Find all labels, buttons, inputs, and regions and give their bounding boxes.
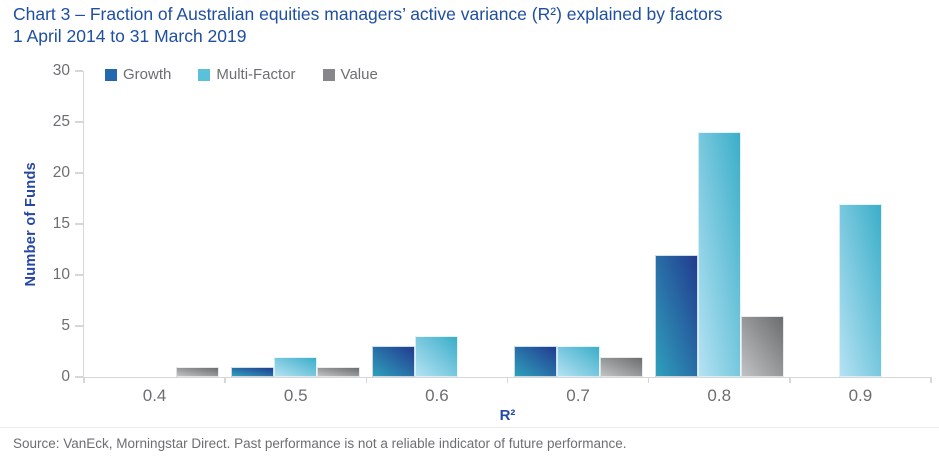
x-category-label-0.7: 0.7 bbox=[566, 386, 590, 405]
bar-value-0.8 bbox=[740, 315, 784, 377]
y-tick-label-10: 10 bbox=[52, 266, 70, 283]
legend-label-growth: Growth bbox=[123, 66, 172, 83]
x-category-label-0.8: 0.8 bbox=[707, 386, 732, 405]
y-tick-label-20: 20 bbox=[52, 164, 70, 181]
y-tick-label-5: 5 bbox=[61, 317, 70, 334]
x-tick-6 bbox=[930, 377, 932, 383]
x-axis-label: R² bbox=[499, 407, 516, 424]
bar-multi-factor-0.8 bbox=[697, 132, 741, 377]
y-tick-15 bbox=[74, 223, 83, 225]
bar-growth-0.8 bbox=[654, 254, 698, 377]
chart-title: Chart 3 – Fraction of Australian equitie… bbox=[13, 4, 722, 47]
y-tick-label-25: 25 bbox=[52, 113, 70, 130]
y-tick-20 bbox=[74, 172, 83, 174]
y-tick-0 bbox=[74, 376, 83, 378]
bar-multi-factor-0.5 bbox=[274, 356, 318, 377]
x-category-label-0.5: 0.5 bbox=[283, 386, 308, 405]
x-category-label-0.4: 0.4 bbox=[142, 386, 167, 405]
x-category-label-0.9: 0.9 bbox=[848, 386, 873, 405]
bar-multi-factor-0.9 bbox=[838, 203, 882, 377]
legend: Growth Multi-Factor Value bbox=[105, 66, 378, 83]
source-note: Source: VanEck, Morningstar Direct. Past… bbox=[13, 436, 627, 451]
y-tick-30 bbox=[74, 70, 83, 72]
chart-title-line2: 1 April 2014 to 31 March 2019 bbox=[13, 25, 247, 46]
bar-value-0.5 bbox=[317, 366, 361, 377]
y-tick-25 bbox=[74, 121, 83, 123]
legend-item-value: Value bbox=[322, 66, 378, 83]
legend-item-multi-factor: Multi-Factor bbox=[198, 66, 296, 83]
x-tick-4 bbox=[647, 377, 650, 383]
plot-area: R² 0 5 10 15 20 25 30 0.4 0.5 0.6 0.7 0.8 0.9 bbox=[53, 62, 932, 424]
y-tick-5 bbox=[74, 325, 83, 327]
bar-growth-0.5 bbox=[231, 366, 275, 377]
legend-swatch-value bbox=[322, 68, 335, 81]
y-tick-label-0: 0 bbox=[61, 368, 70, 385]
x-category-label-0.6: 0.6 bbox=[425, 386, 449, 405]
legend-label-value: Value bbox=[340, 66, 378, 83]
bar-multi-factor-0.6 bbox=[415, 336, 459, 377]
footer-divider bbox=[0, 427, 939, 428]
y-tick-label-30: 30 bbox=[52, 62, 70, 79]
y-tick-label-15: 15 bbox=[52, 215, 70, 232]
legend-item-growth: Growth bbox=[105, 66, 171, 83]
chart-title-line1: Chart 3 – Fraction of Australian equitie… bbox=[13, 4, 723, 24]
y-tick-10 bbox=[74, 274, 83, 276]
bar-value-0.7 bbox=[599, 356, 643, 377]
bar-value-0.4 bbox=[176, 366, 220, 377]
legend-label-multi-factor: Multi-Factor bbox=[216, 66, 296, 83]
x-tick-3 bbox=[506, 377, 509, 383]
bar-growth-0.6 bbox=[372, 346, 416, 377]
bar-growth-0.7 bbox=[513, 346, 557, 377]
legend-swatch-multi-factor bbox=[198, 68, 211, 81]
x-tick-0 bbox=[83, 377, 85, 383]
x-tick-1 bbox=[224, 377, 226, 383]
legend-swatch-growth bbox=[105, 68, 117, 81]
bar-multi-factor-0.7 bbox=[556, 346, 600, 377]
x-tick-5 bbox=[789, 377, 791, 383]
x-tick-2 bbox=[365, 377, 368, 383]
